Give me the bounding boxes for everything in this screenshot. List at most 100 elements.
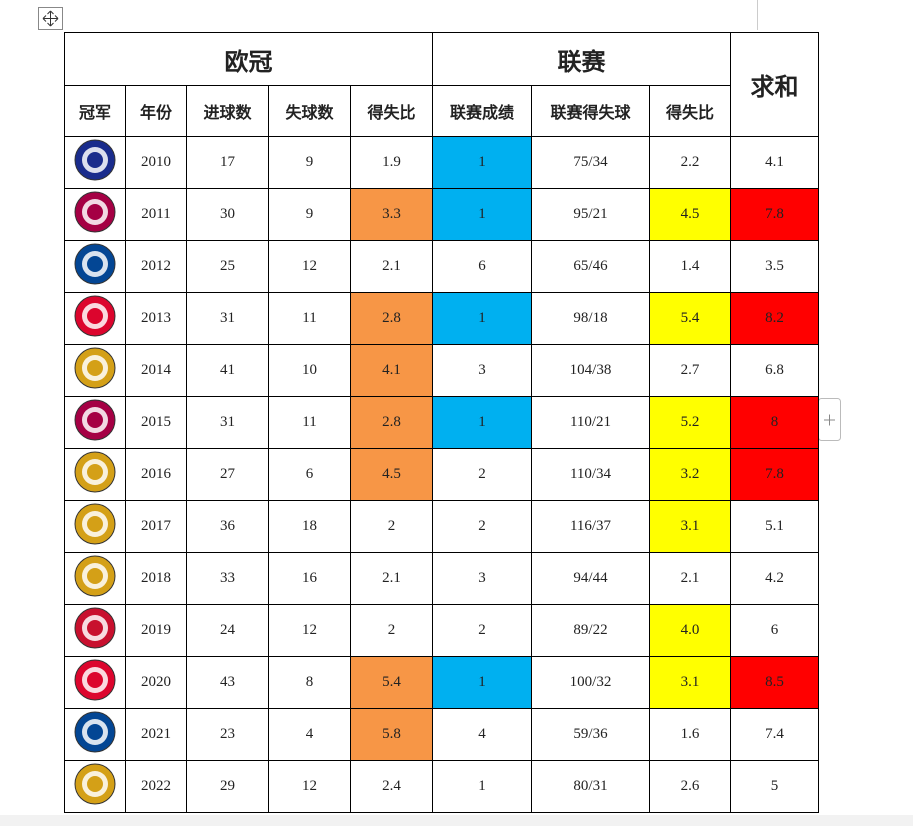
cell: 2020: [125, 656, 187, 709]
column-header: 得失比: [649, 85, 731, 137]
group-header: 联赛: [432, 32, 731, 86]
cell: 95/21: [531, 188, 650, 241]
logo-cell: [64, 656, 126, 709]
cell: 6: [730, 604, 819, 657]
data-row: 2011 30 9 3.3 1 95/21 4.5 7.8: [64, 188, 819, 241]
data-row: 2017 36 18 2 2 116/37 3.1 5.1: [64, 500, 819, 553]
cell: 2.8: [350, 292, 433, 345]
cell: 2.6: [649, 760, 731, 813]
cell: 3: [432, 344, 532, 397]
cell: 2015: [125, 396, 187, 449]
cell: 9: [268, 136, 351, 189]
cell: 24: [186, 604, 269, 657]
club-badge: [74, 659, 116, 701]
cell: 3: [432, 552, 532, 605]
club-badge: [74, 139, 116, 181]
cell: 11: [268, 396, 351, 449]
cell: 4.2: [730, 552, 819, 605]
cell: 2: [432, 500, 532, 553]
cell: 4.1: [730, 136, 819, 189]
cell: 2018: [125, 552, 187, 605]
cell: 17: [186, 136, 269, 189]
cell: 41: [186, 344, 269, 397]
cell: 2022: [125, 760, 187, 813]
cell: 31: [186, 292, 269, 345]
cell: 29: [186, 760, 269, 813]
cell: 2014: [125, 344, 187, 397]
cell: 12: [268, 760, 351, 813]
cell: 3.1: [649, 500, 731, 553]
cell: 2.7: [649, 344, 731, 397]
data-row: 2018 33 16 2.1 3 94/44 2.1 4.2: [64, 552, 819, 605]
cell: 2.4: [350, 760, 433, 813]
cell: 110/34: [531, 448, 650, 501]
move-handle[interactable]: [38, 7, 64, 31]
cell: 2013: [125, 292, 187, 345]
add-column[interactable]: [818, 398, 842, 442]
data-row: 2013 31 11 2.8 1 98/18 5.4 8.2: [64, 292, 819, 345]
cell: 5.1: [730, 500, 819, 553]
cell: 2.1: [649, 552, 731, 605]
logo-cell: [64, 188, 126, 241]
cell: 7.8: [730, 188, 819, 241]
club-badge: [74, 347, 116, 389]
data-row: 2010 17 9 1.9 1 75/34 2.2 4.1: [64, 136, 819, 189]
cell: 2016: [125, 448, 187, 501]
cell: 1: [432, 760, 532, 813]
club-badge: [74, 243, 116, 285]
data-row: 2021 23 4 5.8 4 59/36 1.6 7.4: [64, 708, 819, 761]
club-badge: [74, 451, 116, 493]
logo-cell: [64, 292, 126, 345]
logo-cell: [64, 552, 126, 605]
page-edge: [757, 0, 758, 30]
logo-cell: [64, 760, 126, 813]
cell: 1: [432, 292, 532, 345]
cell: 6: [432, 240, 532, 293]
data-row: 2019 24 12 2 2 89/22 4.0 6: [64, 604, 819, 657]
cell: 43: [186, 656, 269, 709]
cell: 75/34: [531, 136, 650, 189]
club-badge: [74, 555, 116, 597]
cell: 4.5: [350, 448, 433, 501]
group-header: 求和: [730, 32, 819, 137]
cell: 5.4: [649, 292, 731, 345]
cell: 23: [186, 708, 269, 761]
cell: 27: [186, 448, 269, 501]
cell: 5: [730, 760, 819, 813]
cell: 1: [432, 136, 532, 189]
cell: 18: [268, 500, 351, 553]
cell: 104/38: [531, 344, 650, 397]
club-badge: [74, 399, 116, 441]
column-header: 失球数: [268, 85, 351, 137]
cell: 4: [268, 708, 351, 761]
status-strip: [0, 815, 913, 826]
cell: 9: [268, 188, 351, 241]
cell: 59/36: [531, 708, 650, 761]
cell: 25: [186, 240, 269, 293]
logo-cell: [64, 500, 126, 553]
logo-cell: [64, 240, 126, 293]
cell: 2.8: [350, 396, 433, 449]
cell: 2: [432, 448, 532, 501]
logo-cell: [64, 136, 126, 189]
column-header-row: 冠军 年份 进球数 失球数 得失比 联赛成绩 联赛得失球 得失比: [64, 85, 819, 137]
cell: 2.2: [649, 136, 731, 189]
cell: 89/22: [531, 604, 650, 657]
cell: 7.8: [730, 448, 819, 501]
cell: 80/31: [531, 760, 650, 813]
cell: 2: [350, 604, 433, 657]
club-badge: [74, 763, 116, 805]
club-badge: [74, 711, 116, 753]
logo-cell: [64, 708, 126, 761]
cell: 100/32: [531, 656, 650, 709]
column-header: 年份: [125, 85, 187, 137]
cell: 10: [268, 344, 351, 397]
data-row: 2016 27 6 4.5 2 110/34 3.2 7.8: [64, 448, 819, 501]
data-row: 2020 43 8 5.4 1 100/32 3.1 8.5: [64, 656, 819, 709]
cell: 2.1: [350, 552, 433, 605]
logo-cell: [64, 448, 126, 501]
group-header-row: 欧冠 联赛 求和: [64, 32, 819, 137]
cell: 116/37: [531, 500, 650, 553]
group-header: 欧冠: [64, 32, 433, 86]
